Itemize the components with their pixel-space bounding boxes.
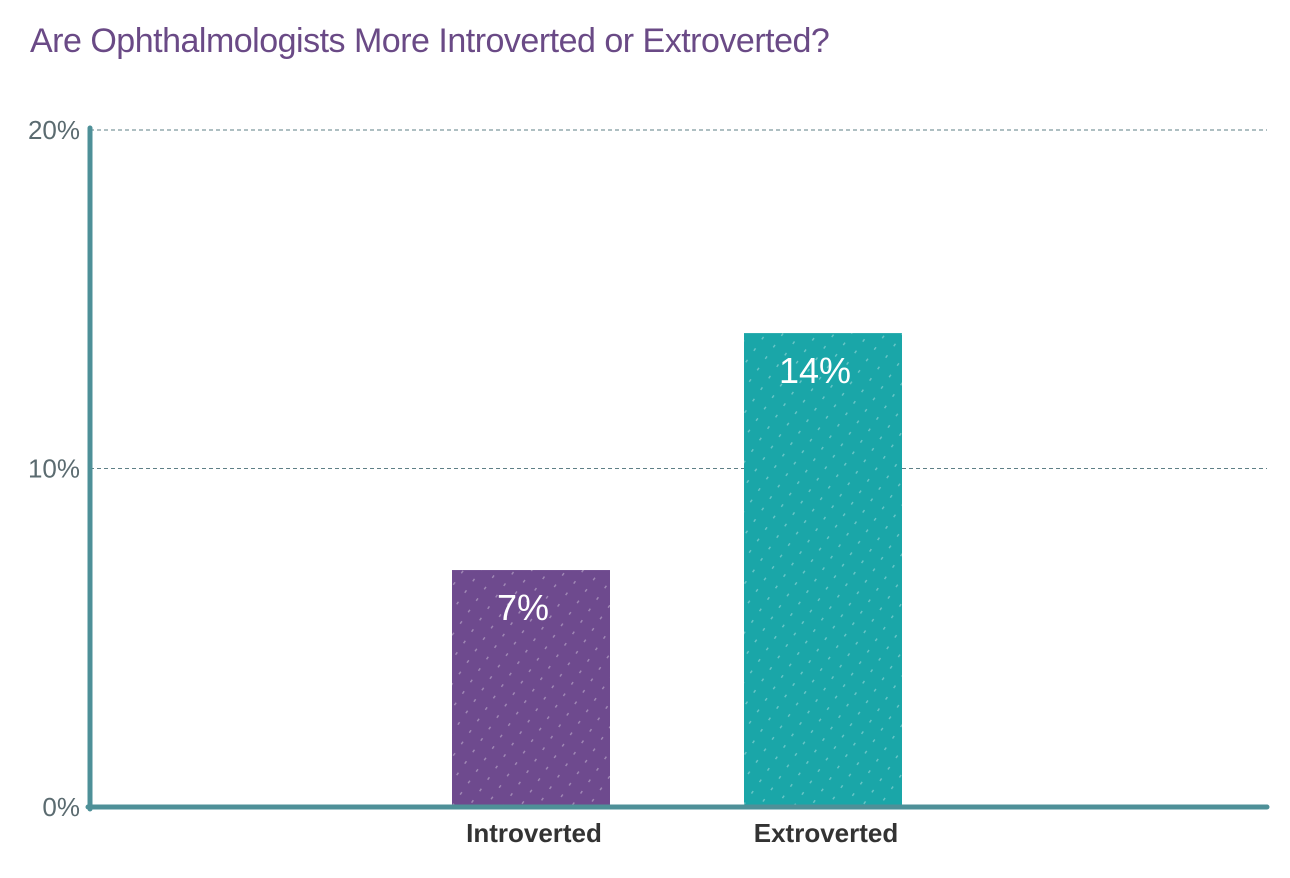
chart-title: Are Ophthalmologists More Introverted or… — [30, 22, 830, 60]
labels: 0% 10% 20% 7% Introverted 14% Extroverted — [28, 115, 898, 848]
axes — [85, 125, 1270, 812]
y-tick-label: 0% — [42, 792, 80, 822]
y-tick-label: 10% — [28, 454, 80, 484]
bar-texture — [744, 333, 902, 807]
data-label: 14% — [779, 350, 851, 391]
data-label: 7% — [497, 587, 549, 628]
bars — [452, 333, 902, 807]
bar-texture — [452, 570, 610, 807]
category-label: Extroverted — [754, 818, 899, 848]
y-tick-label: 20% — [28, 115, 80, 145]
gridlines — [90, 129, 1267, 469]
category-label: Introverted — [466, 818, 602, 848]
